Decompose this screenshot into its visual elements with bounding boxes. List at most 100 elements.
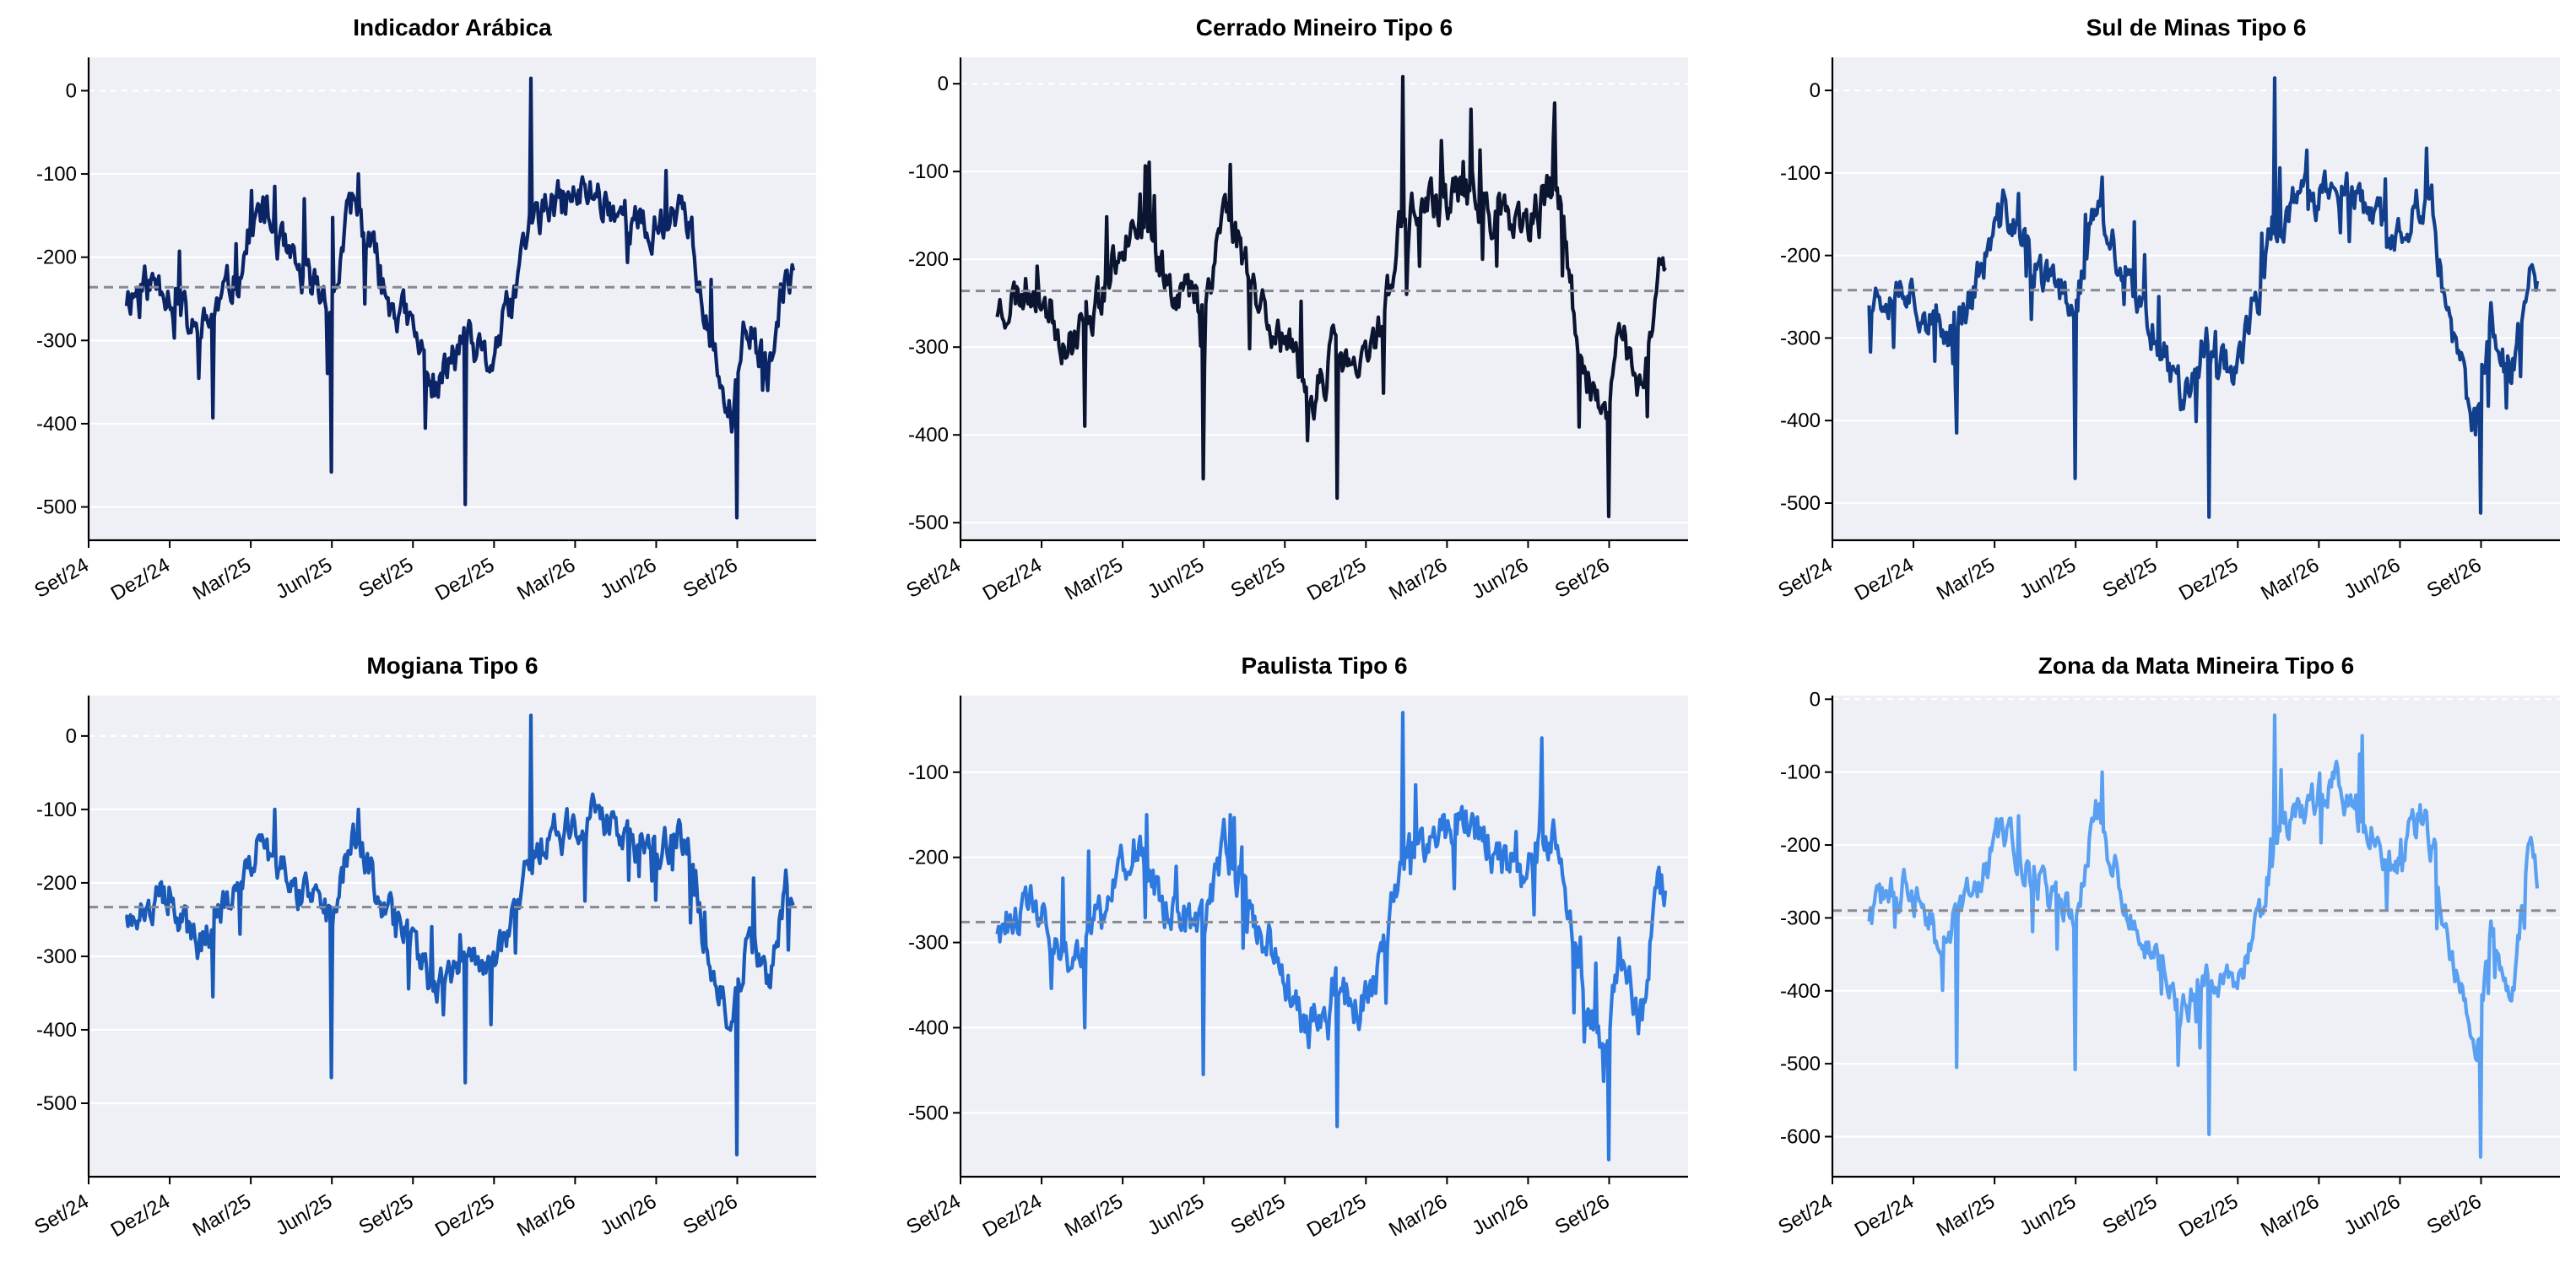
y-tick-label: -500 (36, 496, 77, 519)
x-tick-label: Set/24 (30, 1190, 93, 1239)
y-tick-label: -200 (908, 248, 949, 271)
x-tick-label: Dez/25 (2175, 1190, 2242, 1242)
plot-area (1832, 57, 2560, 540)
x-tick-label: Dez/24 (1851, 1190, 1918, 1242)
x-tick-label: Jun/26 (597, 554, 661, 604)
y-tick-label: -300 (36, 329, 77, 352)
x-tick-label: Dez/24 (107, 554, 174, 605)
series-line (995, 74, 1667, 518)
y-tick-label: -500 (908, 512, 949, 534)
x-tick-label: Mar/25 (189, 1190, 255, 1242)
x-tick-label: Set/26 (1551, 1190, 1614, 1239)
y-tick-label: -100 (1780, 162, 1821, 185)
x-tick-label: Jun/25 (2016, 554, 2080, 604)
series-line (995, 711, 1668, 1162)
x-tick-label: Set/25 (1227, 1190, 1290, 1239)
y-tick-label: -200 (36, 246, 77, 269)
y-tick-label: -500 (36, 1092, 77, 1115)
x-tick-label: Set/24 (1774, 1190, 1837, 1239)
y-tick-label: -500 (1780, 1053, 1821, 1075)
x-tick-label: Jun/25 (1144, 554, 1208, 604)
x-tick-label: Mar/26 (513, 554, 579, 605)
x-tick-label: Dez/25 (1303, 554, 1370, 605)
y-tick-label: -200 (1780, 245, 1821, 268)
x-tick-label: Set/26 (2423, 554, 2486, 603)
x-tick-label: Mar/25 (189, 554, 255, 605)
chart-title: Cerrado Mineiro Tipo 6 (1196, 14, 1453, 41)
y-tick-label: -100 (908, 160, 949, 183)
y-tick-label: -400 (1780, 980, 1821, 1003)
x-tick-label: Jun/26 (1469, 554, 1533, 604)
y-tick-label: -300 (36, 945, 77, 968)
chart-panel-4: 0 -100 -200 -300 -400 -500 Set/24 Dez/24 Mar/25 J… (30, 653, 816, 1242)
y-tick-label: -200 (908, 847, 949, 869)
x-tick-label: Jun/25 (2016, 1190, 2080, 1240)
series-line (125, 713, 795, 1156)
y-tick-label: 0 (66, 725, 77, 748)
x-tick-label: Mar/26 (1385, 554, 1451, 605)
x-tick-label: Dez/24 (1851, 554, 1918, 605)
y-tick-label: -300 (908, 932, 949, 955)
chart-title: Zona da Mata Mineira Tipo 6 (2038, 653, 2354, 679)
y-tick-label: -600 (1780, 1126, 1821, 1149)
chart-panel-3: 0 -100 -200 -300 -400 -500 Set/24 Dez/24 Mar/25 J… (1774, 14, 2560, 605)
y-tick-label: -400 (908, 424, 949, 447)
x-tick-label: Dez/25 (2175, 554, 2242, 605)
y-tick-label: 0 (938, 73, 949, 95)
x-tick-label: Dez/24 (979, 554, 1046, 605)
x-tick-label: Dez/24 (107, 1190, 174, 1242)
x-tick-label: Mar/26 (2257, 554, 2323, 605)
x-tick-label: Set/26 (679, 1190, 742, 1239)
x-tick-label: Set/24 (1774, 554, 1837, 603)
x-tick-label: Dez/25 (431, 554, 498, 605)
x-tick-label: Set/25 (1227, 554, 1290, 603)
chart-title: Indicador Arábica (353, 14, 552, 41)
x-tick-label: Set/25 (2099, 1190, 2162, 1239)
x-tick-label: Mar/26 (1385, 1190, 1451, 1242)
x-tick-label: Mar/25 (1933, 1190, 1999, 1242)
chart-title: Sul de Minas Tipo 6 (2086, 14, 2307, 41)
y-tick-label: -100 (36, 163, 77, 186)
x-tick-label: Set/25 (2099, 554, 2162, 603)
x-tick-label: Jun/26 (1469, 1190, 1533, 1240)
x-tick-label: Set/26 (1551, 554, 1614, 603)
x-tick-label: Set/26 (2423, 1190, 2486, 1239)
y-tick-label: 0 (66, 79, 77, 102)
y-tick-label: -400 (908, 1016, 949, 1039)
plot-area (961, 696, 1688, 1177)
y-tick-label: -300 (908, 336, 949, 359)
y-tick-label: 0 (1810, 688, 1821, 711)
x-tick-label: Set/24 (30, 554, 93, 603)
series-line (1867, 713, 2540, 1159)
x-tick-label: Set/25 (355, 1190, 418, 1239)
x-tick-label: Set/24 (902, 1190, 965, 1239)
x-tick-label: Jun/25 (272, 554, 336, 604)
x-tick-label: Dez/24 (979, 1190, 1046, 1242)
series-line (1867, 76, 2540, 519)
x-tick-label: Set/26 (679, 554, 742, 603)
y-tick-label: -300 (1780, 907, 1821, 929)
plot-area (1832, 696, 2560, 1177)
y-tick-label: -200 (1780, 834, 1821, 857)
y-tick-label: -100 (36, 799, 77, 821)
x-tick-label: Dez/25 (1303, 1190, 1370, 1242)
y-tick-label: -100 (1780, 761, 1821, 784)
y-tick-label: -500 (1780, 492, 1821, 515)
x-tick-label: Jun/26 (597, 1190, 661, 1240)
chart-title: Paulista Tipo 6 (1241, 653, 1407, 679)
y-tick-label: -100 (908, 761, 949, 784)
chart-panel-1: 0 -100 -200 -300 -400 -500 Set/24 Dez/24 Mar/25 J… (30, 14, 816, 605)
chart-panel-5: -100 -200 -300 -400 -500 Set/24 Dez/24 Mar/25 Ju… (902, 653, 1688, 1242)
y-tick-label: -400 (36, 1019, 77, 1042)
y-tick-label: -400 (36, 413, 77, 436)
x-tick-label: Mar/25 (1933, 554, 1999, 605)
x-tick-label: Jun/25 (1144, 1190, 1208, 1240)
x-tick-label: Mar/25 (1061, 554, 1127, 605)
chart-panel-6: 0 -100 -200 -300 -400 -500 -600 Set/24 Dez/24 Mar… (1774, 653, 2560, 1242)
x-tick-label: Mar/25 (1061, 1190, 1127, 1242)
plot-area (89, 57, 816, 540)
x-tick-label: Dez/25 (431, 1190, 498, 1242)
y-tick-label: 0 (1810, 79, 1821, 102)
